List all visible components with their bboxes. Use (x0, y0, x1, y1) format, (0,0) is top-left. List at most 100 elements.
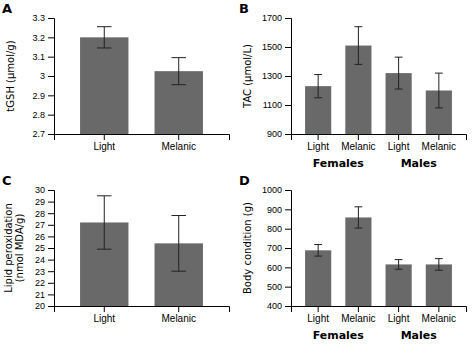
error-bar (314, 75, 322, 98)
x-tick-label: Light (388, 141, 410, 152)
y-axis-title: TAC (μmol/L) (242, 44, 253, 109)
error-bar (171, 58, 186, 85)
y-tick-mark (285, 76, 291, 77)
y-tick-mark (285, 267, 291, 268)
error-bar-stem (178, 216, 179, 272)
y-tick-mark (285, 18, 291, 19)
error-bar-cap (435, 107, 443, 108)
y-tick: 2.7 (32, 129, 54, 139)
error-bar-cap (171, 57, 186, 58)
error-bar-cap (314, 244, 322, 245)
error-bar-cap (171, 84, 186, 85)
error-bar-cap (354, 206, 362, 207)
y-tick-label: 23 (35, 267, 45, 277)
x-tick-mark (438, 306, 439, 312)
group-label: Males (401, 157, 438, 170)
x-tick-label: Melanic (422, 313, 456, 324)
y-axis-title: Lipid peroxidation(nmol MDA/g) (3, 203, 25, 293)
y-tick-label: 1000 (262, 185, 282, 195)
y-tick-label: 900 (267, 129, 282, 139)
x-tick-label: Melanic (161, 313, 195, 324)
bar (80, 37, 128, 134)
y-tick-label: 24 (35, 255, 45, 265)
figure: 2.72.82.933.13.23.3LightMelanictGSH (μmo… (0, 0, 474, 344)
y-tick-mark (285, 134, 291, 135)
x-tick-mark (358, 306, 359, 312)
x-tick-label: Light (93, 313, 115, 324)
x-tick: Light (93, 134, 115, 152)
y-tick-mark (48, 294, 54, 295)
y-tick: 1500 (262, 42, 291, 52)
y-tick-mark (285, 248, 291, 249)
y-tick-mark (48, 260, 54, 261)
x-axis-line (292, 135, 467, 141)
y-tick-label: 3.3 (32, 13, 45, 23)
y-tick-mark (48, 202, 54, 203)
x-axis: LightMelanicLightMelanic (292, 134, 467, 152)
error-bar-cap (395, 89, 403, 90)
y-tick-label: 26 (35, 232, 45, 242)
panel-letter: D (239, 173, 250, 188)
panel-letter: C (2, 173, 12, 188)
x-tick-mark (318, 306, 319, 312)
x-tick: Melanic (422, 306, 456, 324)
error-bar-cap (97, 249, 112, 250)
y-tick-label: 800 (267, 224, 282, 234)
x-axis: LightMelanicLightMelanic (292, 306, 467, 324)
panel: 2021222324252627282930LightMelanicLipid … (2, 173, 230, 324)
x-axis-line (292, 307, 467, 313)
error-bar-cap (354, 26, 362, 27)
x-tick: Light (93, 306, 115, 324)
error-bar-stem (438, 73, 439, 108)
y-tick-mark (48, 213, 54, 214)
error-bar-stem (358, 207, 359, 228)
error-bar-cap (314, 256, 322, 257)
y-tick: 2.8 (32, 110, 54, 120)
y-tick-mark (285, 190, 291, 191)
error-bar-stem (104, 27, 105, 48)
y-tick-mark (48, 18, 54, 19)
y-tick-mark (48, 306, 54, 307)
y-tick-label: 2.7 (32, 129, 45, 139)
y-axis-line (285, 191, 292, 307)
error-bar (314, 245, 322, 257)
bar (386, 264, 412, 306)
y-tick-mark (285, 105, 291, 106)
y-tick-label: 700 (267, 243, 282, 253)
error-bar (435, 259, 443, 271)
y-axis-line (285, 19, 292, 135)
y-tick-mark (48, 283, 54, 284)
y-tick: 20 (35, 301, 54, 311)
y-tick-mark (285, 287, 291, 288)
x-axis: Light Melanic (55, 306, 230, 324)
error-bar-cap (395, 259, 403, 260)
y-axis-title: tGSH (μmol/g) (5, 40, 16, 111)
error-bar-cap (435, 73, 443, 74)
x-axis-line (55, 307, 230, 313)
y-axis: 2.72.82.933.13.23.3 (32, 13, 54, 139)
y-tick-label: 1300 (262, 71, 282, 81)
bars (80, 196, 203, 306)
bar (345, 217, 371, 306)
y-tick-label: 3.1 (32, 52, 45, 62)
x-tick-mark (318, 134, 319, 140)
y-tick: 28 (35, 209, 54, 219)
x-tick: Light (307, 134, 329, 152)
y-tick: 400 (267, 301, 291, 311)
y-tick: 1100 (263, 100, 291, 110)
error-bar (97, 196, 112, 249)
y-tick: 1300 (262, 71, 291, 81)
y-tick: 3.2 (32, 33, 54, 43)
y-tick-mark (48, 76, 54, 77)
y-tick-label: 29 (35, 197, 45, 207)
error-bar (97, 27, 112, 48)
y-tick: 3.3 (32, 13, 54, 23)
error-bar-cap (354, 64, 362, 65)
x-tick-mark (438, 134, 439, 140)
y-tick-label: 20 (35, 301, 45, 311)
y-tick-label: 30 (35, 185, 45, 195)
bars (305, 207, 452, 306)
y-tick-label: 3 (40, 71, 45, 81)
error-bar-cap (97, 195, 112, 196)
y-tick-mark (285, 306, 291, 307)
